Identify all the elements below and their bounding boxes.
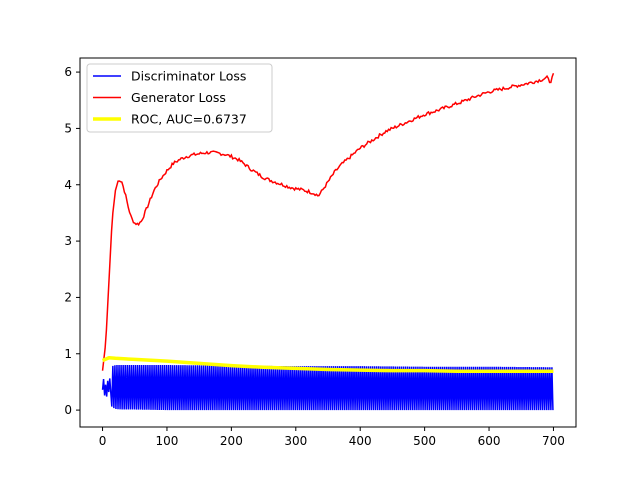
y-tick-label: 5	[64, 121, 72, 135]
series-generator-loss	[101, 72, 555, 371]
series-roc	[101, 355, 554, 373]
legend-label: Generator Loss	[131, 90, 226, 105]
x-tick-label: 200	[220, 434, 243, 448]
y-tick-label: 0	[64, 403, 72, 417]
y-tick-label: 1	[64, 347, 72, 361]
plot-area	[101, 72, 555, 411]
x-tick-label: 500	[413, 434, 436, 448]
x-axis: 0 100 200 300 400 500 600 700	[99, 427, 565, 448]
legend-label: Discriminator Loss	[131, 69, 246, 84]
y-axis: 0 1 2 3 4 5 6	[64, 65, 80, 417]
x-tick-label: 100	[156, 434, 179, 448]
legend-box	[86, 63, 273, 133]
y-tick-label: 6	[64, 65, 72, 79]
legend-label: ROC, AUC=0.6737	[131, 112, 247, 127]
y-tick-label: 2	[64, 290, 72, 304]
y-tick-label: 4	[64, 178, 72, 192]
x-tick-label: 400	[349, 434, 372, 448]
legend: Discriminator Loss Generator Loss ROC, AUC…	[86, 63, 273, 133]
series-discriminator-loss	[101, 365, 554, 411]
x-tick-label: 600	[478, 434, 501, 448]
x-tick-label: 0	[99, 434, 107, 448]
plot-frame	[79, 57, 577, 428]
x-tick-label: 700	[542, 434, 565, 448]
x-tick-label: 300	[284, 434, 307, 448]
y-tick-label: 3	[64, 234, 72, 248]
